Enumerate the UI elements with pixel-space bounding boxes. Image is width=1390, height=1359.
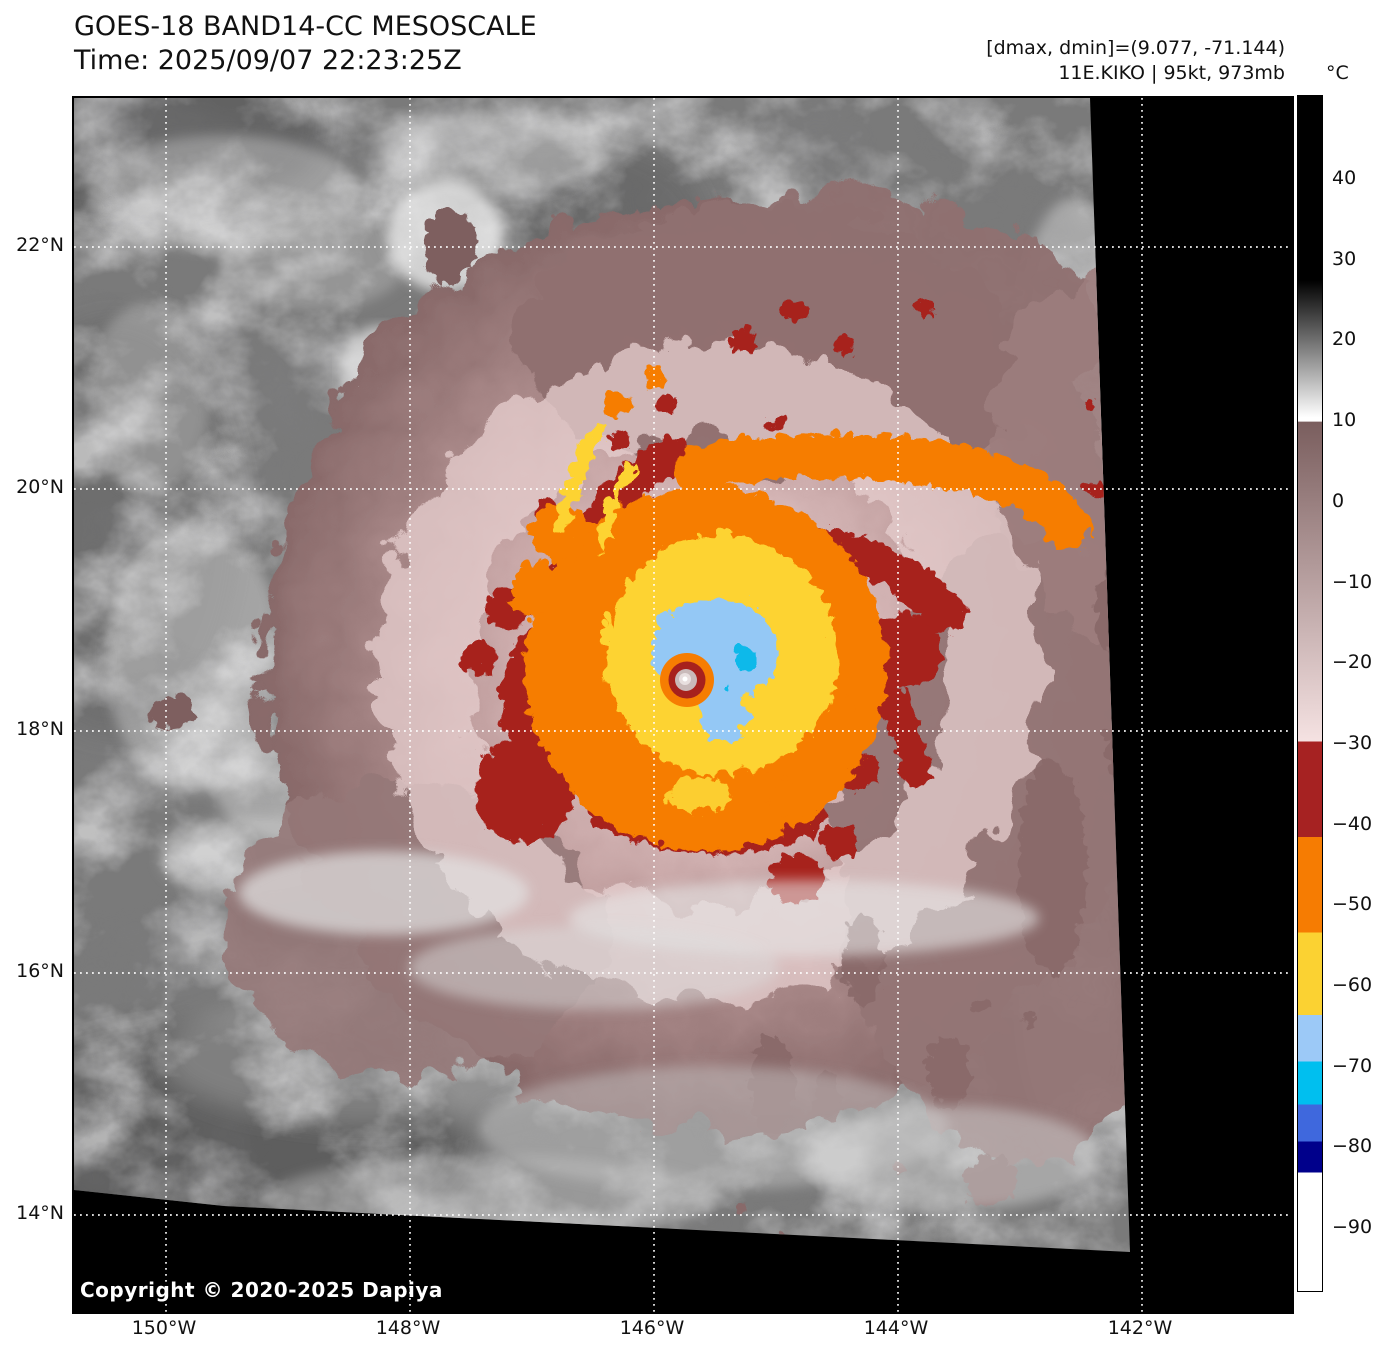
latitude-label: 20°N [16, 476, 64, 498]
longitude-label: 144°W [863, 1317, 929, 1339]
colorbar-tick-label: −40 [1332, 812, 1373, 835]
colorbar-tick-label: 40 [1332, 167, 1357, 189]
longitude-label: 146°W [619, 1317, 685, 1339]
timestamp: Time: 2025/09/07 22:23:25Z [74, 45, 462, 76]
hurricane-eye [660, 653, 714, 707]
colorbar-tick-label: −60 [1332, 974, 1373, 996]
colorbar-unit-label: °C [1326, 62, 1349, 84]
colorbar-gradient [1297, 95, 1323, 1292]
latitude-label: 22°N [16, 234, 64, 256]
satellite-image [74, 98, 1292, 1312]
longitude-label: 148°W [375, 1317, 441, 1339]
latitude-label: 16°N [16, 960, 64, 982]
latitude-label: 14°N [16, 1202, 64, 1224]
colorbar-tick-label: −80 [1332, 1135, 1373, 1158]
colorbar-tick-label: −20 [1332, 651, 1373, 674]
storm-id-intensity: 11E.KIKO | 95kt, 973mb [1058, 62, 1285, 84]
title-block: GOES-18 BAND14-CC MESOSCALE Time: 2025/0… [74, 10, 537, 78]
colorbar-tick-label: 30 [1332, 247, 1357, 270]
longitude-label: 142°W [1107, 1317, 1173, 1339]
page-title: GOES-18 BAND14-CC MESOSCALE [74, 11, 537, 42]
dmax-dmin-readout: [dmax, dmin]=(9.077, -71.144) [986, 37, 1285, 59]
copyright-notice: Copyright © 2020-2025 Dapiya [80, 1278, 443, 1302]
colorbar-tick-label: 0 [1332, 489, 1345, 512]
colorbar-tick-label: −30 [1332, 731, 1373, 754]
longitude-label: 150°W [131, 1317, 197, 1339]
colorbar-tick-label: −10 [1332, 570, 1373, 593]
colorbar-tick-label: 20 [1332, 328, 1357, 351]
colorbar-tick-label: −70 [1332, 1054, 1373, 1077]
colorbar-tick-label: −90 [1332, 1216, 1373, 1239]
stats-block: [dmax, dmin]=(9.077, -71.144) 11E.KIKO |… [986, 36, 1285, 86]
gridlines [74, 98, 1292, 1312]
colorbar-tick-label: 10 [1332, 409, 1357, 432]
data-swath [74, 98, 1130, 1252]
satellite-map-plot [72, 96, 1294, 1314]
latitude-label: 18°N [16, 718, 64, 740]
colorbar-tick-label: −50 [1332, 893, 1373, 916]
